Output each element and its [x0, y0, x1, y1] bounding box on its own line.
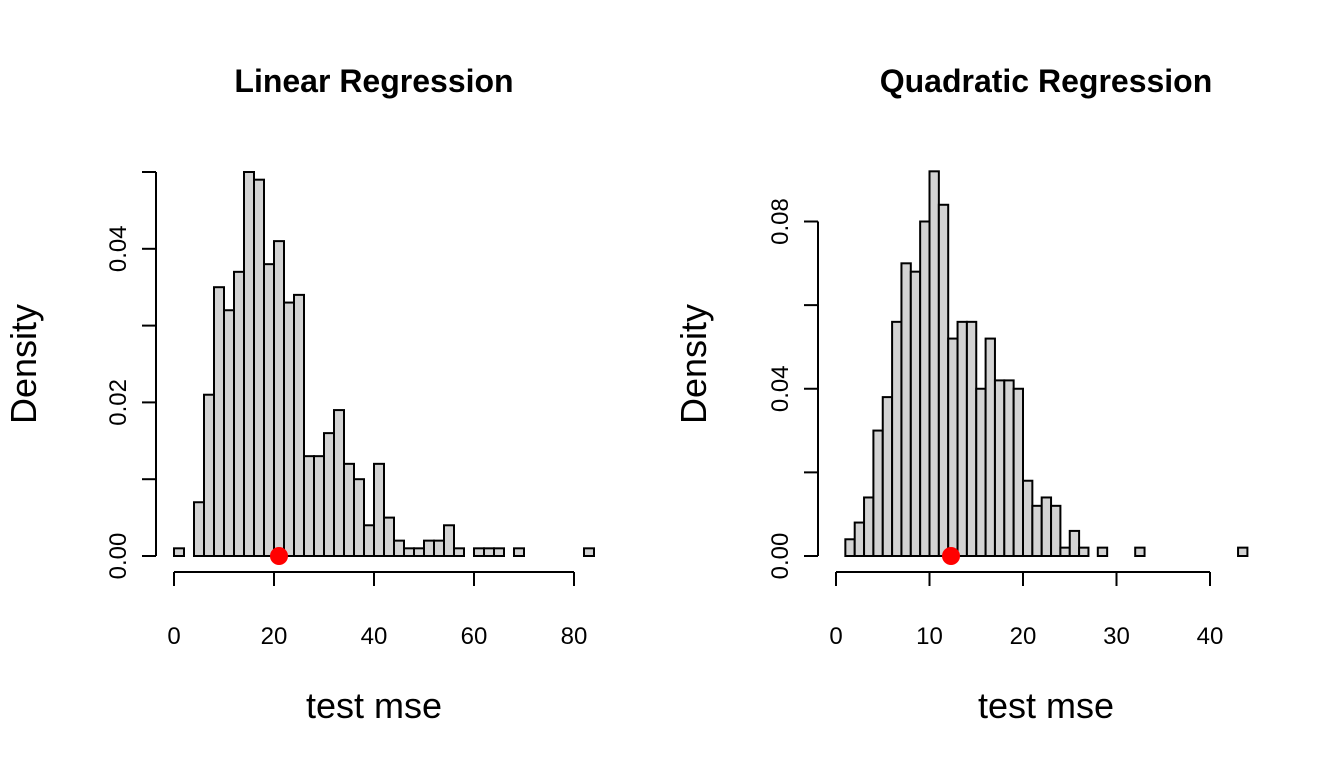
- histogram-bar-quadratic: [1003, 379, 1015, 558]
- histogram-bar-quadratic: [1022, 479, 1034, 557]
- histogram-bar-linear: [443, 524, 455, 558]
- histogram-bar-linear: [493, 547, 505, 558]
- observed-mse-point-linear: [270, 547, 288, 565]
- y-tick-label-quadratic: 0.04: [767, 365, 794, 412]
- x-tick-label-quadratic: 10: [916, 623, 943, 650]
- histogram-bar-linear: [473, 547, 485, 558]
- histogram-bar-linear: [343, 462, 355, 557]
- histogram-bar-linear: [323, 432, 335, 557]
- histogram-bar-linear: [203, 393, 215, 557]
- histogram-bar-linear: [483, 547, 495, 558]
- histogram-bar-linear: [413, 547, 425, 558]
- histogram-bar-quadratic: [881, 396, 894, 557]
- histogram-linear: 0 20 40 60 80 0.00 0.02 0.04: [105, 171, 595, 650]
- histogram-bar-quadratic: [872, 429, 884, 557]
- observed-mse-point-quadratic: [942, 547, 961, 565]
- histogram-bar-linear: [513, 547, 525, 558]
- histogram-bar-linear: [223, 309, 235, 557]
- histogram-bar-quadratic: [891, 320, 903, 557]
- histogram-bar-quadratic: [947, 337, 959, 558]
- histogram-bar-linear: [263, 263, 275, 557]
- histogram-bar-linear: [303, 455, 315, 557]
- histogram-bar-linear: [423, 539, 435, 558]
- histogram-bar-linear: [173, 547, 185, 558]
- histogram-quadratic: 0 10 20 30 40 0.00 0.04 0.08: [767, 170, 1249, 650]
- histogram-bar-linear: [583, 547, 595, 558]
- histogram-bar-quadratic: [975, 387, 987, 557]
- histogram-bar-linear: [353, 478, 365, 558]
- histogram-bar-quadratic: [1078, 546, 1090, 558]
- chart-title-quadratic: Quadratic Regression: [880, 63, 1213, 99]
- histogram-bar-linear: [213, 286, 225, 557]
- histogram-bar-linear: [283, 301, 295, 557]
- histogram-bar-quadratic: [956, 320, 968, 557]
- histogram-bar-linear: [293, 293, 305, 557]
- histogram-bar-quadratic: [909, 270, 922, 557]
- histogram-bar-quadratic: [863, 496, 875, 557]
- x-tick-label-quadratic: 20: [1010, 623, 1037, 650]
- x-tick-label-linear: 0: [167, 623, 180, 650]
- y-tick-label-linear: 0.04: [105, 225, 132, 272]
- histogram-bar-linear: [433, 539, 445, 558]
- histogram-bar-linear: [403, 547, 415, 558]
- histogram-bar-quadratic: [1237, 546, 1249, 558]
- x-tick-label-linear: 60: [461, 623, 488, 650]
- histogram-bar-quadratic: [1068, 529, 1081, 557]
- histogram-bar-linear: [383, 516, 395, 557]
- histogram-bar-linear: [333, 409, 345, 557]
- histogram-bar-quadratic: [965, 320, 978, 557]
- histogram-bar-quadratic: [937, 203, 950, 557]
- y-tick-label-quadratic: 0.00: [767, 533, 794, 580]
- histogram-bar-linear: [313, 455, 325, 557]
- histogram-bar-linear: [193, 501, 205, 557]
- histogram-bar-quadratic: [928, 170, 940, 557]
- x-tick-label-quadratic: 40: [1197, 623, 1224, 650]
- histogram-bar-quadratic: [844, 538, 856, 558]
- histogram-bar-quadratic: [1012, 387, 1025, 557]
- histogram-bar-quadratic: [919, 220, 931, 557]
- histogram-bar-linear: [363, 524, 375, 558]
- x-tick-label-linear: 20: [261, 623, 288, 650]
- histogram-bar-linear: [253, 178, 265, 557]
- histogram-bar-linear: [453, 547, 465, 558]
- histogram-bar-quadratic: [900, 262, 912, 557]
- x-axis-label-quadratic: test mse: [978, 685, 1114, 726]
- histogram-bar-linear: [233, 270, 245, 557]
- histogram-bar-quadratic: [1040, 496, 1053, 557]
- histogram-bar-quadratic: [1134, 546, 1146, 558]
- chart-title-linear: Linear Regression: [234, 63, 513, 99]
- histogram-bar-linear: [393, 539, 405, 558]
- x-tick-label-quadratic: 0: [829, 623, 842, 650]
- histogram-bar-linear: [373, 462, 385, 557]
- y-axis-label-linear: Density: [3, 304, 44, 424]
- x-tick-label-linear: 40: [361, 623, 388, 650]
- histogram-bar-quadratic: [853, 521, 866, 557]
- histogram-bar-linear: [243, 171, 255, 557]
- histogram-bar-quadratic: [1059, 546, 1071, 558]
- histogram-bar-quadratic: [1096, 546, 1109, 558]
- y-tick-label-linear: 0.02: [105, 379, 132, 426]
- x-tick-label-linear: 80: [561, 623, 588, 650]
- x-axis-label-linear: test mse: [306, 685, 442, 726]
- y-axis-label-quadratic: Density: [673, 304, 714, 424]
- histogram-bar-quadratic: [993, 379, 1006, 558]
- x-tick-label-quadratic: 30: [1103, 623, 1130, 650]
- histogram-bar-quadratic: [1050, 504, 1062, 558]
- histogram-bar-quadratic: [1031, 504, 1043, 558]
- histogram-bar-linear: [273, 240, 285, 557]
- histogram-bar-quadratic: [984, 337, 996, 558]
- y-tick-label-quadratic: 0.08: [767, 198, 794, 245]
- y-tick-label-linear: 0.00: [105, 533, 132, 580]
